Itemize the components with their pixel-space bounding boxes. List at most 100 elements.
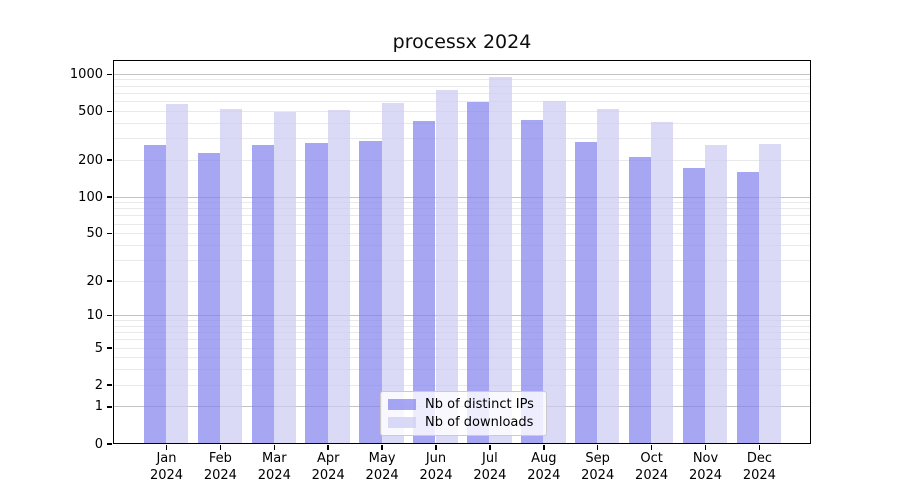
- y-tick-mark: [107, 314, 112, 317]
- x-tick-label: Jun 2024: [404, 450, 468, 484]
- x-tick-label-year: 2024: [635, 468, 669, 483]
- x-tick-mark: [273, 445, 276, 450]
- gridline-minor: [114, 110, 810, 112]
- x-tick-label: Jul 2024: [458, 450, 522, 484]
- bar-downloads-aug: [543, 101, 566, 444]
- y-tick-label: 10: [86, 308, 103, 324]
- x-tick-label: Dec 2024: [727, 450, 791, 484]
- bar-downloads-jan: [166, 103, 189, 444]
- gridline-minor: [114, 138, 810, 140]
- gridline-minor: [114, 339, 810, 341]
- y-tick-label: 50: [86, 226, 103, 242]
- y-tick-mark: [107, 232, 112, 235]
- gridline-minor: [114, 202, 810, 204]
- bar-downloads-sep: [597, 109, 620, 444]
- gridline-minor: [114, 325, 810, 327]
- bar-ips-mar: [251, 144, 274, 444]
- plot-area: [113, 60, 811, 444]
- gridline-minor: [114, 79, 810, 81]
- bar-downloads-mar: [273, 112, 297, 444]
- legend-label-distinct-ips: Nb of distinct IPs: [425, 396, 534, 412]
- bar-downloads-nov: [705, 144, 728, 444]
- x-tick-mark: [596, 445, 599, 450]
- x-tick-label-year: 2024: [257, 468, 291, 483]
- y-tick-mark: [107, 347, 112, 349]
- gridline-minor: [114, 159, 810, 161]
- x-tick-label: Apr 2024: [296, 450, 360, 484]
- bar-ips-nov: [682, 168, 705, 444]
- gridline-minor: [114, 101, 810, 103]
- bar-downloads-dec: [758, 144, 782, 444]
- legend: Nb of distinct IPs Nb of downloads: [380, 391, 547, 436]
- x-tick-label-year: 2024: [742, 468, 776, 483]
- x-tick-label-year: 2024: [203, 468, 237, 483]
- x-tick-label-year: 2024: [365, 468, 399, 483]
- y-tick-mark: [107, 406, 112, 408]
- x-tick-label: Oct 2024: [620, 450, 684, 484]
- gridline-minor: [114, 347, 810, 349]
- x-tick-mark: [165, 445, 168, 450]
- x-tick-label-year: 2024: [419, 468, 453, 483]
- legend-item-distinct-ips: Nb of distinct IPs: [388, 396, 538, 412]
- gridline-minor: [114, 384, 810, 386]
- bar-ips-apr: [305, 142, 328, 444]
- bar-ips-sep: [574, 142, 598, 444]
- gridline-major: [114, 196, 810, 198]
- gridline-minor: [114, 122, 810, 124]
- y-tick-label: 0: [94, 436, 103, 452]
- gridline-minor: [114, 92, 810, 94]
- x-tick-mark: [381, 445, 383, 450]
- y-tick-mark: [107, 280, 112, 282]
- x-tick-label-year: 2024: [311, 468, 345, 483]
- x-tick-mark: [327, 445, 329, 450]
- x-tick-mark: [704, 445, 707, 450]
- x-tick-label: Nov 2024: [674, 450, 738, 484]
- y-tick-label: 1000: [69, 66, 103, 82]
- y-tick-mark: [107, 384, 112, 386]
- legend-swatch-downloads: [388, 417, 416, 428]
- gridline-minor: [114, 369, 810, 371]
- gridline-minor: [114, 259, 810, 261]
- y-tick-mark: [107, 159, 112, 161]
- x-tick-label: Aug 2024: [512, 450, 576, 484]
- gridline-minor: [114, 357, 810, 359]
- y-tick-label: 2: [94, 377, 103, 393]
- x-tick-mark: [219, 445, 222, 450]
- x-tick-label: Feb 2024: [188, 450, 252, 484]
- y-tick-label: 100: [78, 189, 103, 205]
- gridline-minor: [114, 320, 810, 322]
- y-tick-label: 5: [94, 340, 103, 356]
- x-tick-mark: [435, 445, 437, 450]
- bar-ips-dec: [736, 171, 759, 444]
- bar-ips-jun: [413, 121, 436, 444]
- bar-ips-may: [359, 140, 382, 444]
- x-tick-mark: [543, 445, 545, 450]
- y-tick-label: 1: [94, 399, 103, 415]
- bar-downloads-apr: [327, 110, 350, 444]
- x-tick-label: May 2024: [350, 450, 414, 484]
- gridline-minor: [114, 215, 810, 217]
- bar-ips-aug: [521, 120, 544, 444]
- bar-downloads-oct: [651, 122, 674, 444]
- gridline-minor: [114, 244, 810, 246]
- bar-downloads-jul: [489, 77, 512, 444]
- gridline-minor: [114, 85, 810, 87]
- bar-ips-oct: [628, 156, 652, 444]
- gridline-minor: [114, 233, 810, 235]
- y-tick-mark: [107, 110, 112, 113]
- x-tick-label-year: 2024: [581, 468, 615, 483]
- y-tick-mark: [107, 196, 112, 198]
- bar-ips-feb: [197, 153, 220, 444]
- bar-ips-jan: [143, 144, 166, 444]
- bar-downloads-feb: [219, 108, 243, 444]
- x-tick-label-year: 2024: [688, 468, 723, 483]
- gridline-major: [114, 73, 810, 75]
- x-tick-label-year: 2024: [473, 468, 507, 483]
- y-tick-mark: [107, 443, 112, 445]
- x-tick-label: Sep 2024: [566, 450, 630, 484]
- gridline-minor: [114, 208, 810, 210]
- x-tick-mark: [758, 445, 761, 450]
- gridline-major: [114, 315, 810, 317]
- x-tick-label-year: 2024: [149, 468, 184, 483]
